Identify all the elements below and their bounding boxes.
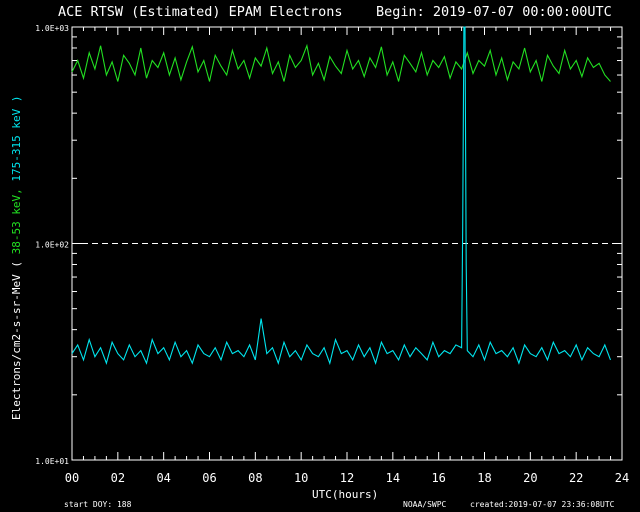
x-tick-label: 00	[65, 471, 79, 485]
x-tick-label: 18	[477, 471, 491, 485]
y-tick-labels: 1.0E+01 1.0E+02 1.0E+03	[35, 24, 69, 466]
x-tick-label: 08	[248, 471, 262, 485]
y-tick-label: 1.0E+03	[35, 24, 69, 33]
x-tick-label: 24	[615, 471, 629, 485]
x-tick-labels: 00 02 04 06 08 10 12 14 16 18 20 22 24	[65, 471, 629, 485]
x-tick-label: 06	[202, 471, 216, 485]
series-line-175-315-kev	[71, 26, 612, 366]
x-tick-label: 10	[294, 471, 308, 485]
x-tick-label: 16	[431, 471, 445, 485]
minor-ticks	[71, 27, 623, 461]
y-tick-label: 1.0E+02	[35, 241, 69, 250]
x-tick-label: 04	[156, 471, 170, 485]
source-label: NOAA/SWPC	[403, 500, 447, 509]
x-tick-label: 12	[340, 471, 354, 485]
chart-title: ACE RTSW (Estimated) EPAM Electrons	[58, 4, 342, 20]
begin-time: Begin: 2019-07-07 00:00:00UTC	[376, 4, 612, 20]
y-tick-label: 1.0E+01	[35, 457, 69, 466]
start-doy: start DOY: 188	[64, 500, 132, 509]
y-axis-label-prefix: Electrons/cm2-s-sr-MeV (	[10, 254, 23, 420]
series-lines	[71, 26, 612, 366]
x-tick-label: 22	[569, 471, 583, 485]
y-axis-label-high-channel: 175-315 keV )	[10, 95, 23, 181]
x-axis-label: UTC(hours)	[312, 488, 378, 501]
x-tick-label: 14	[386, 471, 400, 485]
y-axis-label-low-channel: 38-53 keV,	[10, 188, 23, 254]
created-time: created:2019-07-07 23:36:08UTC	[470, 500, 615, 509]
x-tick-label: 02	[111, 471, 125, 485]
x-tick-label: 20	[523, 471, 537, 485]
series-line-38-53-kev	[71, 43, 611, 82]
y-axis-label: Electrons/cm2-s-sr-MeV ( 38-53 keV, 175-…	[10, 95, 23, 420]
